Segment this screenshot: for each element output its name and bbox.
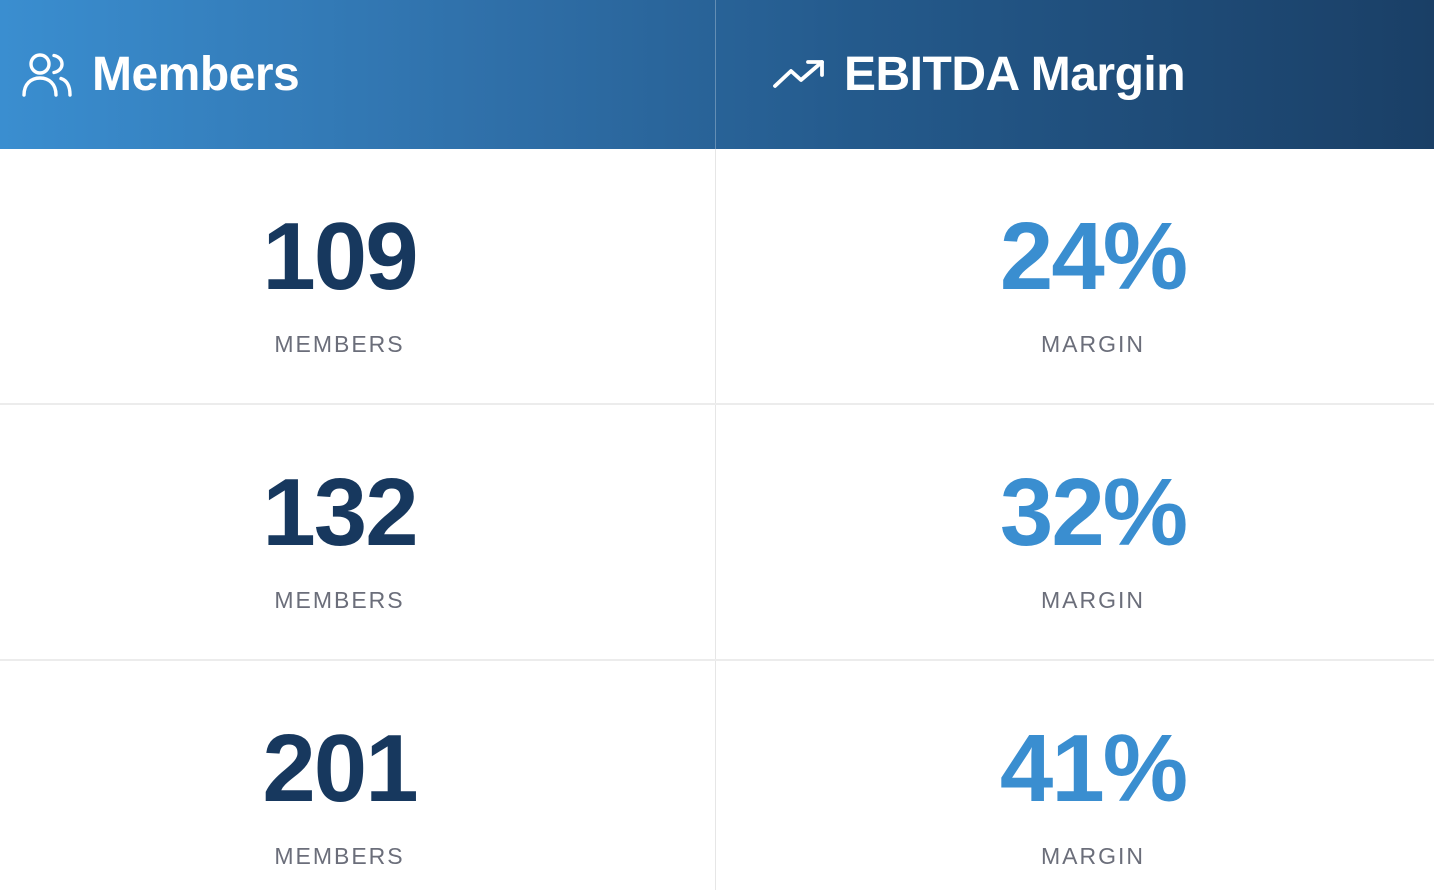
members-label: MEMBERS (274, 843, 405, 869)
users-icon (20, 48, 74, 102)
margin-cell: 32% MARGIN (716, 405, 1434, 659)
margin-column-header: EBITDA Margin (716, 0, 1434, 149)
margin-label: MARGIN (1041, 843, 1145, 869)
members-label: MEMBERS (274, 331, 405, 357)
table-header: Members EBITDA Margin (0, 0, 1434, 149)
trending-up-icon (772, 48, 826, 102)
members-label: MEMBERS (274, 587, 405, 613)
margin-value: 32% (999, 459, 1188, 566)
table-row: 109 MEMBERS 24% MARGIN (0, 149, 1434, 405)
members-cell: 109 MEMBERS (0, 149, 716, 403)
margin-value: 24% (999, 203, 1188, 310)
margin-label: MARGIN (1041, 331, 1145, 357)
members-value: 109 (262, 203, 418, 310)
margin-value: 41% (999, 715, 1188, 822)
table-row: 132 MEMBERS 32% MARGIN (0, 405, 1434, 661)
members-value: 132 (262, 459, 418, 566)
margin-cell: 41% MARGIN (716, 661, 1434, 890)
margin-cell: 24% MARGIN (716, 149, 1434, 403)
members-column-header: Members (0, 0, 716, 149)
members-cell: 201 MEMBERS (0, 661, 716, 890)
margin-label: MARGIN (1041, 587, 1145, 613)
members-cell: 132 MEMBERS (0, 405, 716, 659)
margin-title: EBITDA Margin (844, 48, 1186, 101)
members-title: Members (92, 48, 300, 101)
table-row: 201 MEMBERS 41% MARGIN (0, 661, 1434, 890)
members-value: 201 (262, 715, 418, 822)
